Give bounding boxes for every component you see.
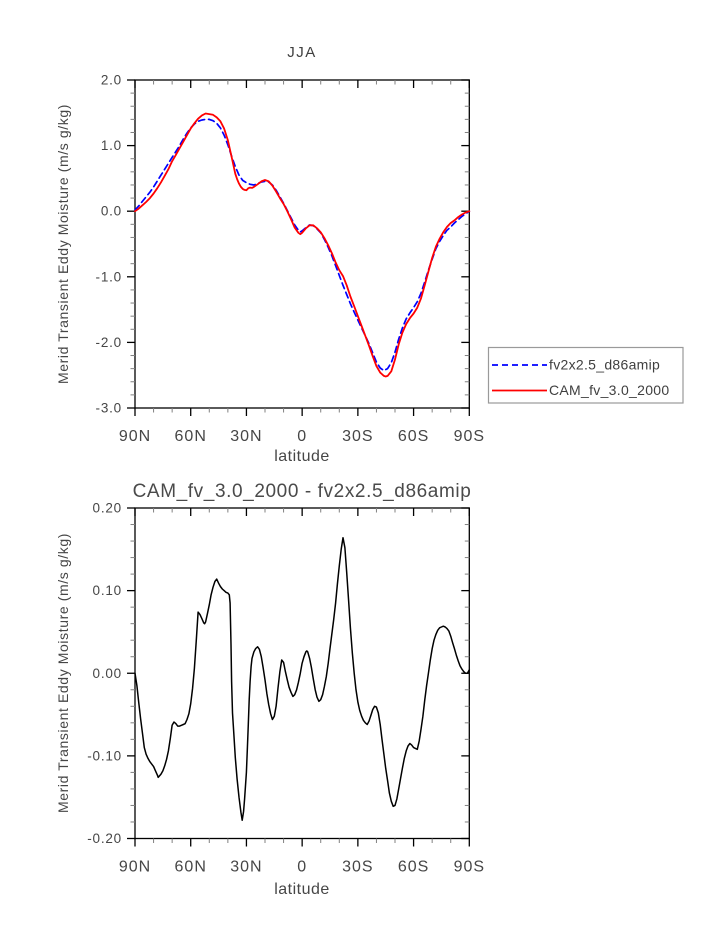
plot-frame [134, 79, 470, 409]
top-chart-y-axis-label: Merid Transient Eddy Moisture (m/s g/kg) [55, 104, 71, 384]
x-tick-label: 90S [454, 428, 485, 445]
legend: fv2x2.5_d86amip CAM_fv_3.0_2000 [487, 346, 684, 404]
x-tick-label: 90S [454, 859, 485, 876]
x-tick-label: 90N [119, 859, 151, 876]
bottom-chart-y-axis-label: Merid Transient Eddy Moisture (m/s g/kg) [55, 533, 71, 813]
y-tick-label: -3.0 [96, 401, 122, 416]
x-tick-label: 30S [342, 859, 373, 876]
legend-label-fv2x2.5: fv2x2.5_d86amip [549, 357, 660, 373]
x-tick-label: 30N [230, 428, 262, 445]
top-chart-x-axis-label: latitude [274, 448, 330, 465]
top-chart: 2.0 1.0 0.0 -1.0 -2.0 -3.0 90N 60N 30N 0 30S 60S 90S [96, 73, 485, 446]
y-tick-label: 0.0 [101, 204, 122, 219]
series-fv2x2.5_d86amip [134, 118, 471, 372]
y-tick-label: 1.0 [101, 138, 122, 153]
x-tick-label: 0 [297, 859, 307, 876]
x-tick-label: 60S [398, 859, 429, 876]
top-chart-title: JJA [287, 44, 317, 61]
y-tick-label: -0.20 [87, 831, 122, 846]
y-tick-label: 0.20 [93, 501, 122, 516]
bottom-chart-title: CAM_fv_3.0_2000 - fv2x2.5_d86amip [133, 481, 472, 502]
x-tick-label: 60N [175, 428, 207, 445]
y-tick-label: 0.10 [93, 583, 122, 598]
series-CAM_fv_3.0_2000 [134, 112, 471, 378]
legend-label-cam-fv: CAM_fv_3.0_2000 [549, 382, 669, 398]
x-tick-label: 90N [119, 428, 151, 445]
plot-frame [134, 507, 470, 840]
y-tick-label: 2.0 [101, 73, 122, 88]
series-difference (CAM_fv_3.0_2000 - fv2x2.5_d86amip) [134, 536, 471, 822]
x-tick-label: 60S [398, 428, 429, 445]
y-tick-label: 0.00 [93, 666, 122, 681]
y-tick-label: -1.0 [96, 269, 122, 284]
x-tick-label: 0 [297, 428, 307, 445]
y-tick-label: -0.10 [87, 748, 122, 763]
x-tick-label: 60N [175, 859, 207, 876]
legend-box [487, 346, 684, 404]
x-tick-label: 30N [230, 859, 262, 876]
bottom-chart-x-axis-label: latitude [274, 881, 330, 898]
x-tick-label: 30S [342, 428, 373, 445]
y-tick-label: -2.0 [96, 335, 122, 350]
bottom-chart: 0.20 0.10 0.00 -0.10 -0.20 90N 60N 30N 0 30S 60S 90… [87, 501, 485, 876]
